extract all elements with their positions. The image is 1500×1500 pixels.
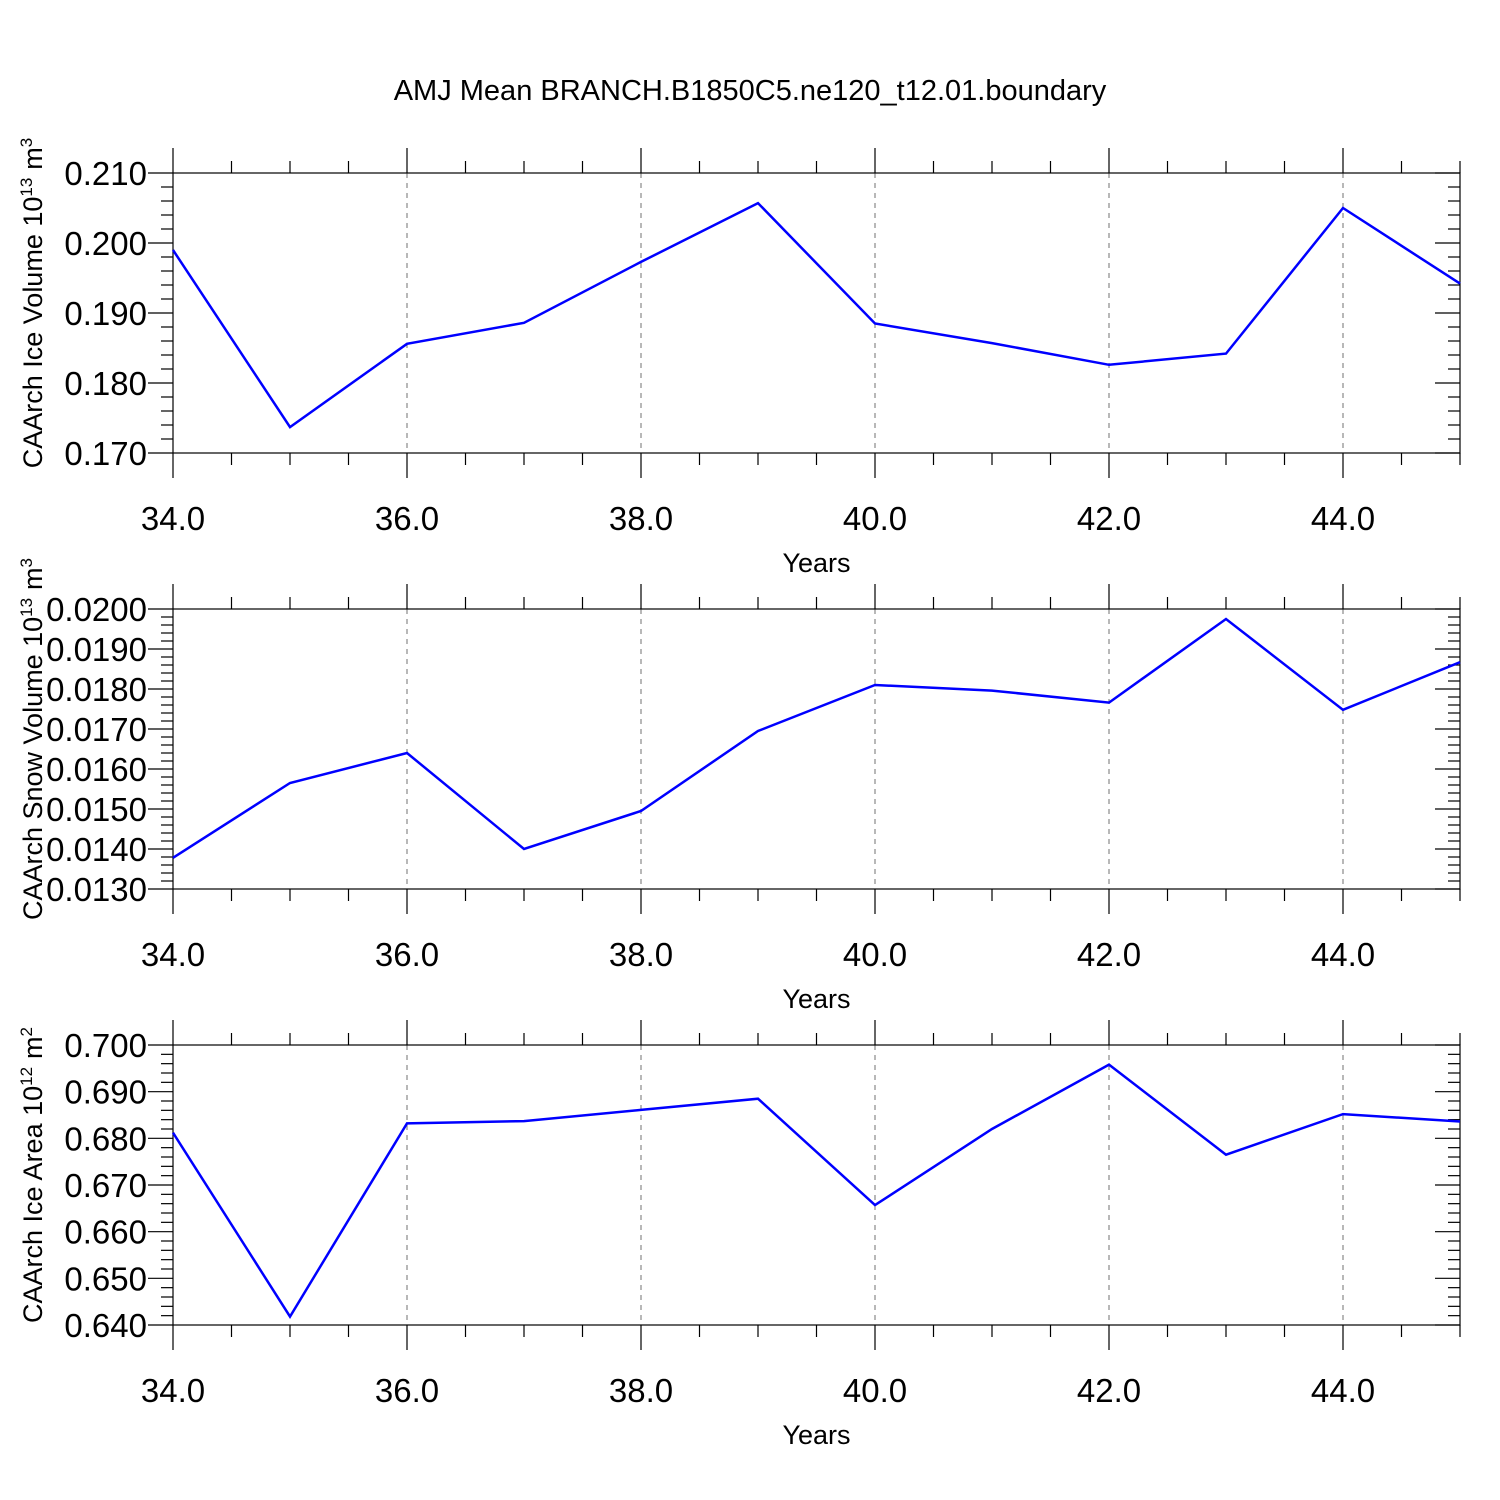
x-tick-label: 36.0	[375, 500, 439, 537]
x-tick-label: 36.0	[375, 1372, 439, 1409]
y-tick-label: 0.0170	[46, 711, 147, 748]
y-axis-title: CAArch Ice Area 1012 m2	[17, 1027, 48, 1323]
chart-panel-2: 34.0 36.0 38.0 40.0 42.0 44.00.01300.01400.01…	[17, 558, 1461, 1014]
x-tick-label: 38.0	[609, 500, 673, 537]
y-axis-title: CAArch Ice Volume 1013 m3	[17, 138, 48, 469]
x-tick-label: 34.0	[141, 1372, 205, 1409]
y-axis-title: CAArch Snow Volume 1013 m3	[17, 558, 48, 920]
y-axis-title-unit: m	[18, 1036, 48, 1059]
chart-panel-3: 34.0 36.0 38.0 40.0 42.0 44.0 0.640 0.650 0.660 0…	[17, 1020, 1461, 1450]
y-tick-label: 0.0160	[46, 751, 147, 788]
y-tick-label: 0.640	[64, 1307, 147, 1344]
x-tick-label: 44.0	[1311, 1372, 1375, 1409]
chart-panel-1: 34.0 36.0 38.0 40.0 42.0 44.0 0.170 0.180 0.190 0…	[17, 138, 1461, 578]
y-tick-label: 0.700	[64, 1027, 147, 1064]
figure-title: AMJ Mean BRANCH.B1850C5.ne120_t12.01.bou…	[394, 75, 1107, 107]
y-tick-label: 0.0140	[46, 831, 147, 868]
x-axis-title: Years	[782, 1420, 850, 1450]
y-tick-label: 0.180	[64, 365, 147, 402]
plot-frame	[172, 172, 1461, 454]
chart-panels: 34.0 36.0 38.0 40.0 42.0 44.0 0.170 0.180 0.190 0…	[17, 138, 1461, 1450]
y-axis-title-unit: m	[18, 147, 48, 170]
x-tick-label: 36.0	[375, 936, 439, 973]
x-tick-label: 40.0	[843, 500, 907, 537]
y-tick-label: 0.670	[64, 1167, 147, 1204]
y-tick-label: 0.200	[64, 225, 147, 262]
x-tick-label: 42.0	[1077, 500, 1141, 537]
y-tick-label: 0.190	[64, 295, 147, 332]
x-tick-label: 40.0	[843, 1372, 907, 1409]
x-axis-title: Years	[782, 984, 850, 1014]
y-tick-label: 0.210	[64, 155, 147, 192]
x-tick-label: 34.0	[141, 500, 205, 537]
x-tick-label: 38.0	[609, 936, 673, 973]
y-axis-title-text: CAArch Snow Volume 10	[18, 617, 48, 920]
x-tick-label: 38.0	[609, 1372, 673, 1409]
y-tick-label: 0.0190	[46, 631, 147, 668]
y-axis-title-exponent: 12	[17, 1067, 36, 1086]
y-tick-label: 0.0150	[46, 791, 147, 828]
y-tick-label: 0.690	[64, 1074, 147, 1111]
y-axis-title-text: CAArch Ice Volume 10	[18, 197, 48, 469]
x-tick-label: 42.0	[1077, 1372, 1141, 1409]
y-tick-label: 0.660	[64, 1214, 147, 1251]
x-tick-label: 44.0	[1311, 500, 1375, 537]
y-axis-title-unit-exponent: 3	[17, 558, 36, 567]
series-line	[172, 617, 1461, 859]
x-axis-title: Years	[782, 548, 850, 578]
y-axis-title-text: CAArch Ice Area 10	[18, 1086, 48, 1323]
y-tick-label: 0.680	[64, 1120, 147, 1157]
y-tick-label: 0.170	[64, 435, 147, 472]
y-axis-title-unit-exponent: 2	[17, 1027, 36, 1036]
y-axis-title-exponent: 13	[17, 178, 36, 197]
y-tick-label: 0.0200	[46, 591, 147, 628]
x-tick-label: 40.0	[843, 936, 907, 973]
x-tick-label: 42.0	[1077, 936, 1141, 973]
x-tick-label: 44.0	[1311, 936, 1375, 973]
y-axis-title-exponent: 13	[17, 598, 36, 617]
plot-frame	[172, 1044, 1461, 1326]
series-line	[171, 1063, 1461, 1319]
y-tick-label: 0.650	[64, 1260, 147, 1297]
y-axis-title-unit-exponent: 3	[17, 138, 36, 147]
series-line	[171, 201, 1461, 429]
y-axis-title-unit: m	[18, 567, 48, 590]
y-tick-label: 0.0130	[46, 871, 147, 908]
x-tick-label: 34.0	[141, 936, 205, 973]
y-tick-label: 0.0180	[46, 671, 147, 708]
